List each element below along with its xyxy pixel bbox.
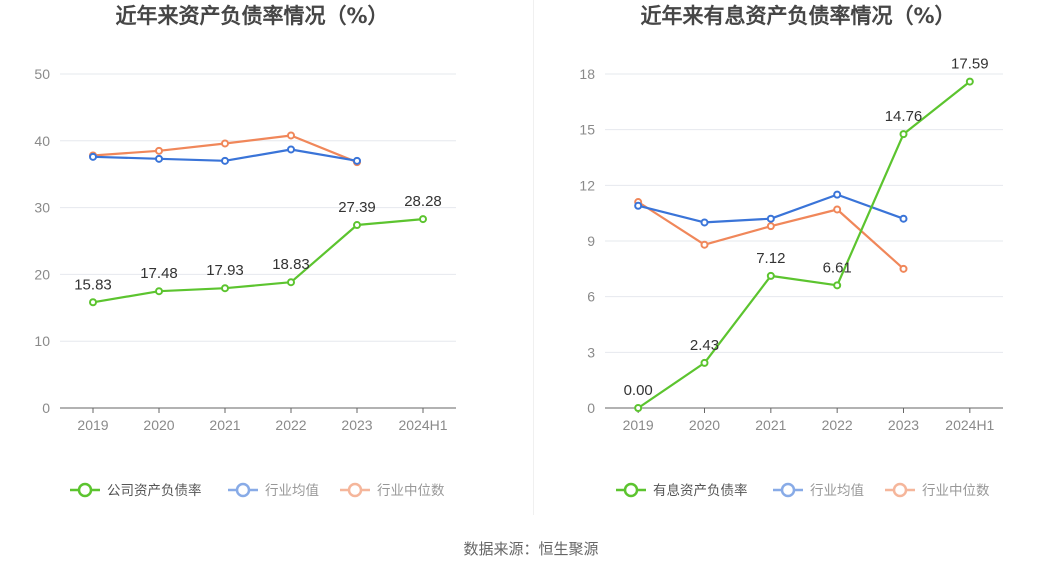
right-series-1-point: [634, 201, 643, 210]
right-series-2-point: [766, 222, 775, 231]
left-series-1-point: [221, 156, 229, 165]
left-series-2-point: [221, 139, 229, 148]
left-y-tick-label: 30: [34, 200, 50, 216]
left-chart: 近年来资产负债率情况（%） 0 10 20 30 40 50 2019 2020 2021 2022…: [34, 4, 456, 499]
left-y-tick-label: 40: [34, 133, 50, 149]
left-series-0-point: [89, 298, 97, 307]
right-series-0-point: [965, 77, 974, 86]
right-series-0-point: [899, 130, 908, 139]
left-x-tick-label: 2023: [341, 417, 372, 433]
left-series-1-point: [155, 154, 163, 163]
right-data-label: 7.12: [756, 250, 785, 267]
left-y-tick-label: 10: [34, 333, 50, 349]
right-series-0-point: [634, 404, 643, 412]
right-x-tick-label: 2021: [755, 417, 786, 433]
right-legend-label: 行业均值: [810, 483, 864, 499]
right-y-tick-label: 0: [587, 400, 595, 416]
left-legend-item-2: 行业中位数: [340, 482, 445, 499]
right-legend-item-1: 行业均值: [773, 482, 864, 499]
left-legend-label: 行业均值: [265, 483, 319, 499]
right-legend-item-0: 有息资产负债率: [616, 482, 748, 499]
right-series-1-point: [833, 190, 842, 199]
left-data-label: 27.39: [338, 199, 376, 216]
left-x-tick-label: 2022: [275, 417, 306, 433]
right-data-label: 6.61: [823, 259, 852, 276]
right-y-tick-label: 9: [587, 233, 595, 249]
left-y-tick-label: 50: [34, 66, 50, 82]
right-series-1-point: [899, 214, 908, 223]
right-series-0-point: [700, 358, 709, 367]
left-data-label: 15.83: [74, 276, 112, 293]
right-data-label: 17.59: [951, 56, 989, 73]
right-data-label: 0.00: [624, 382, 653, 399]
left-series-1-point: [89, 152, 97, 161]
right-legend-marker: [623, 482, 639, 498]
right-x-tick-label: 2019: [623, 417, 654, 433]
left-x-tick-label: 2019: [77, 417, 108, 433]
right-data-label: 14.76: [885, 108, 923, 125]
right-legend-label: 行业中位数: [922, 483, 990, 499]
left-series-0-point: [353, 221, 361, 230]
right-legend-marker: [892, 482, 908, 498]
right-y-tick-label: 12: [579, 177, 595, 193]
right-y-tick-label: 15: [579, 122, 595, 138]
left-chart-title: 近年来资产负债率情况（%）: [115, 4, 388, 28]
left-data-label: 17.93: [206, 262, 244, 279]
right-x-tick-label: 2020: [689, 417, 720, 433]
right-x-tick-label: 2024H1: [945, 417, 994, 433]
left-legend-item-1: 行业均值: [228, 482, 319, 499]
right-y-tick-label: 18: [579, 66, 595, 82]
data-source-note: 数据来源：恒生聚源: [463, 540, 599, 558]
right-x-tick-label: 2023: [888, 417, 919, 433]
left-series-2-point: [287, 131, 295, 140]
left-series-1-point: [353, 156, 361, 165]
right-series-0-line: [637, 80, 971, 409]
right-legend-item-2: 行业中位数: [885, 482, 990, 499]
right-series-2-point: [700, 240, 709, 249]
right-series-1-point: [700, 218, 709, 227]
right-series-0-point: [766, 271, 775, 280]
left-legend-marker: [77, 482, 93, 498]
left-legend-marker: [235, 482, 251, 498]
left-series-0-point: [221, 284, 229, 293]
left-series-0-line: [92, 218, 424, 304]
left-legend-label: 公司资产负债率: [107, 482, 202, 499]
left-x-tick-label: 2020: [143, 417, 174, 433]
right-series-1-point: [766, 214, 775, 223]
right-legend-label: 有息资产负债率: [653, 482, 748, 499]
left-legend-item-0: 公司资产负债率: [70, 482, 202, 499]
left-x-tick-label: 2024H1: [398, 417, 447, 433]
chart-divider: [533, 0, 534, 515]
left-y-tick-label: 20: [34, 266, 50, 282]
left-series-0-point: [287, 278, 295, 287]
left-x-tick-label: 2021: [209, 417, 240, 433]
right-legend-marker: [780, 482, 796, 498]
left-data-label: 28.28: [404, 193, 442, 210]
left-legend-marker: [347, 482, 363, 498]
left-y-tick-label: 0: [42, 400, 50, 416]
right-series-2-point: [833, 205, 842, 214]
left-series-1-point: [287, 145, 295, 154]
right-chart-title: 近年来有息资产负债率情况（%）: [640, 4, 955, 28]
right-chart: 近年来有息资产负债率情况（%） 0 3 6 9 12 15 18 2019 2020 2021 202…: [579, 4, 1003, 499]
left-series-0-point: [155, 287, 163, 296]
right-series-2-point: [899, 264, 908, 273]
left-series-0-point: [419, 215, 427, 224]
right-data-label: 2.43: [690, 337, 719, 354]
right-x-tick-label: 2022: [822, 417, 853, 433]
left-legend-label: 行业中位数: [377, 483, 445, 499]
right-series-0-point: [833, 281, 842, 290]
right-y-tick-label: 6: [587, 289, 595, 305]
left-data-label: 17.48: [140, 265, 178, 282]
left-data-label: 18.83: [272, 256, 310, 273]
left-series-2-point: [155, 146, 163, 155]
right-y-tick-label: 3: [587, 344, 595, 360]
